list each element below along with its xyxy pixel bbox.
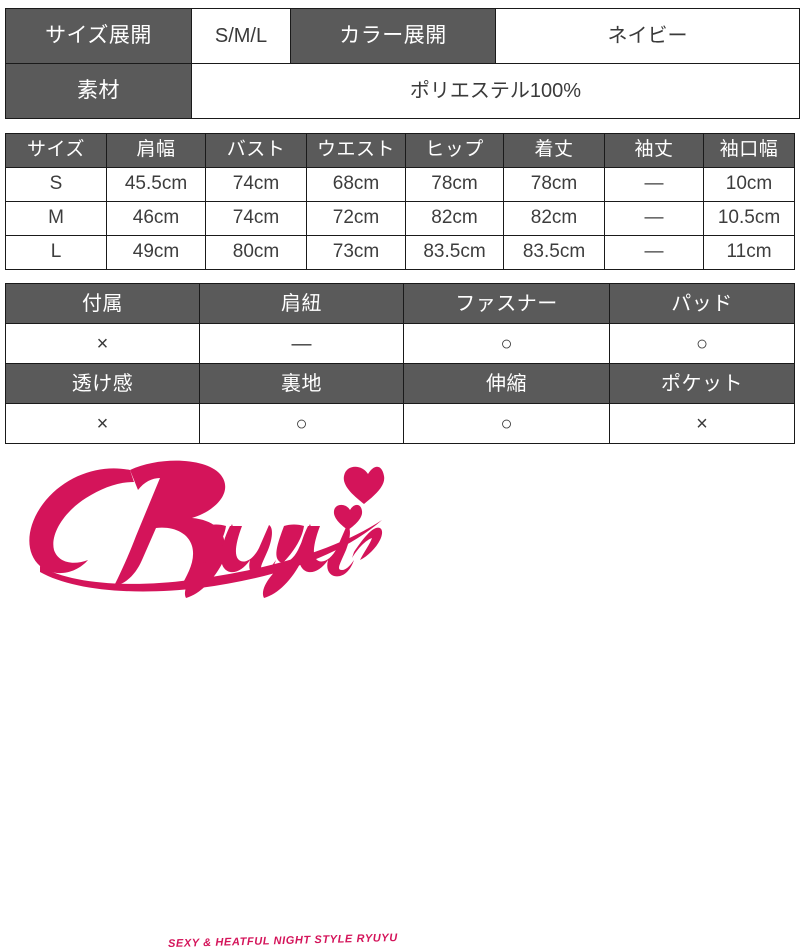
table-row: サイズ展開 S/M/L カラー展開 ネイビー — [5, 8, 800, 64]
table-row: M 46cm 74cm 72cm 82cm 82cm — 10.5cm — [5, 201, 795, 236]
column-header-hip: ヒップ — [405, 133, 504, 168]
table-row: × ○ ○ × — [5, 403, 795, 444]
feature-header-stretch: 伸縮 — [403, 363, 610, 404]
feature-value-strap: — — [199, 323, 404, 364]
cell-m-cuff: 10.5cm — [703, 201, 795, 236]
cell-l-bust: 80cm — [205, 235, 307, 270]
size-range-value: S/M/L — [191, 8, 291, 64]
column-header-length: 着丈 — [503, 133, 605, 168]
table-row: × — ○ ○ — [5, 323, 795, 364]
measurement-table: サイズ 肩幅 バスト ウエスト ヒップ 着丈 袖丈 袖口幅 S 45.5cm 7… — [5, 133, 795, 270]
row-label-m: M — [5, 201, 107, 236]
cell-s-length: 78cm — [503, 167, 605, 202]
cell-m-sleeve: — — [604, 201, 704, 236]
table-header-row: 透け感 裏地 伸縮 ポケット — [5, 363, 795, 404]
size-range-label: サイズ展開 — [5, 8, 192, 64]
table-row: S 45.5cm 74cm 68cm 78cm 78cm — 10cm — [5, 167, 795, 202]
column-header-bust: バスト — [205, 133, 307, 168]
feature-header-strap: 肩紐 — [199, 283, 404, 324]
cell-m-length: 82cm — [503, 201, 605, 236]
feature-value-sheerness: × — [5, 403, 200, 444]
column-header-size: サイズ — [5, 133, 107, 168]
cell-m-shoulder: 46cm — [106, 201, 206, 236]
heart-icon-large — [343, 466, 385, 504]
ryuyu-wordmark-logo — [29, 460, 385, 598]
features-table: 付属 肩紐 ファスナー パッド × — ○ ○ 透け感 裏地 伸縮 ポケット ×… — [5, 283, 795, 444]
feature-header-lining: 裏地 — [199, 363, 404, 404]
cell-l-shoulder: 49cm — [106, 235, 206, 270]
cell-s-cuff: 10cm — [703, 167, 795, 202]
feature-header-sheerness: 透け感 — [5, 363, 200, 404]
feature-header-accessory: 付属 — [5, 283, 200, 324]
spec-sheet-page: サイズ展開 S/M/L カラー展開 ネイビー 素材 ポリエステル100% サイズ… — [0, 8, 800, 950]
cell-l-hip: 83.5cm — [405, 235, 504, 270]
cell-s-hip: 78cm — [405, 167, 504, 202]
cell-m-hip: 82cm — [405, 201, 504, 236]
cell-l-cuff: 11cm — [703, 235, 795, 270]
heart-icon-small — [333, 504, 363, 530]
color-range-value: ネイビー — [495, 8, 800, 64]
row-label-s: S — [5, 167, 107, 202]
material-value: ポリエステル100% — [191, 63, 800, 119]
material-label: 素材 — [5, 63, 192, 119]
column-header-waist: ウエスト — [306, 133, 406, 168]
color-range-label: カラー展開 — [290, 8, 496, 64]
cell-s-waist: 68cm — [306, 167, 406, 202]
row-label-l: L — [5, 235, 107, 270]
cell-m-waist: 72cm — [306, 201, 406, 236]
feature-value-pocket: × — [609, 403, 795, 444]
feature-value-zipper: ○ — [403, 323, 610, 364]
cell-s-shoulder: 45.5cm — [106, 167, 206, 202]
feature-header-zipper: ファスナー — [403, 283, 610, 324]
table-row: L 49cm 80cm 73cm 83.5cm 83.5cm — 11cm — [5, 235, 795, 270]
column-header-shoulder: 肩幅 — [106, 133, 206, 168]
cell-l-sleeve: — — [604, 235, 704, 270]
table-header-row: 付属 肩紐 ファスナー パッド — [5, 283, 795, 324]
cell-s-bust: 74cm — [205, 167, 307, 202]
cell-l-waist: 73cm — [306, 235, 406, 270]
cell-l-length: 83.5cm — [503, 235, 605, 270]
table-header-row: サイズ 肩幅 バスト ウエスト ヒップ 着丈 袖丈 袖口幅 — [5, 133, 795, 168]
feature-value-stretch: ○ — [403, 403, 610, 444]
feature-value-accessory: × — [5, 323, 200, 364]
feature-value-lining: ○ — [199, 403, 404, 444]
feature-value-pad: ○ — [609, 323, 795, 364]
feature-header-pad: パッド — [609, 283, 795, 324]
cell-m-bust: 74cm — [205, 201, 307, 236]
column-header-cuff: 袖口幅 — [703, 133, 795, 168]
table-row: 素材 ポリエステル100% — [5, 63, 800, 119]
brand-logo-area: SEXY & HEATFUL NIGHT STYLE RYUYU — [0, 448, 800, 950]
brand-tagline: SEXY & HEATFUL NIGHT STYLE RYUYU — [167, 931, 398, 950]
basic-info-table: サイズ展開 S/M/L カラー展開 ネイビー 素材 ポリエステル100% — [5, 8, 800, 119]
feature-header-pocket: ポケット — [609, 363, 795, 404]
cell-s-sleeve: — — [604, 167, 704, 202]
column-header-sleeve: 袖丈 — [604, 133, 704, 168]
